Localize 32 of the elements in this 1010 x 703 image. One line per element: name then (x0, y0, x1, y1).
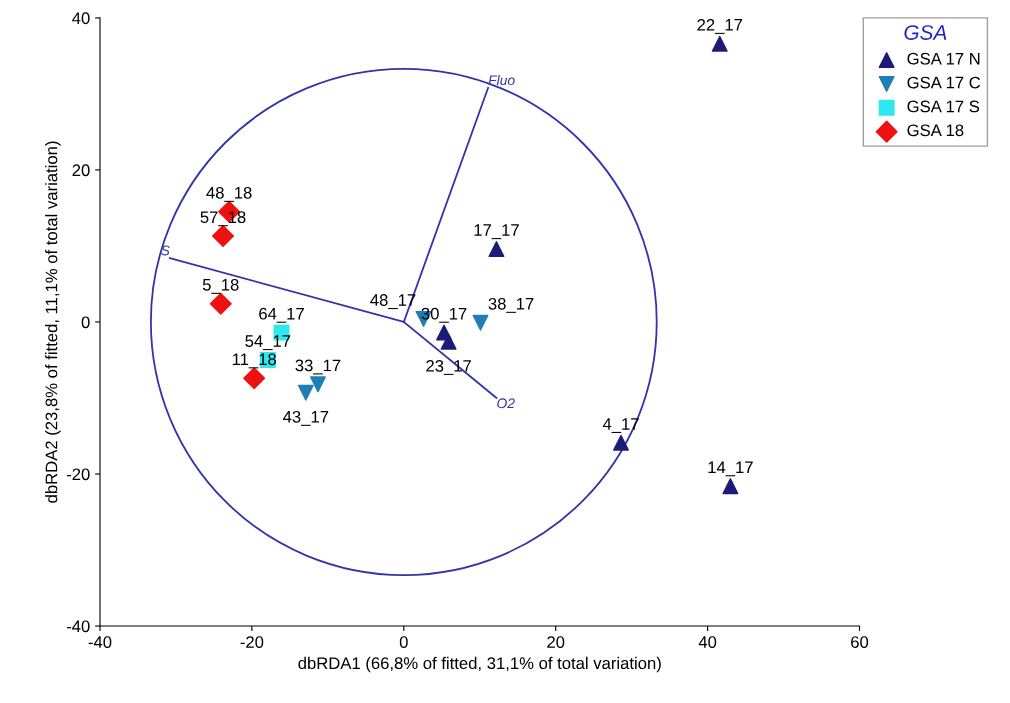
annotation: 17_17 (474, 224, 519, 240)
annotation: 54_17 (245, 335, 291, 351)
legend-label: GSA 17 C (907, 76, 981, 89)
legend-title: GSA (904, 25, 947, 40)
x-tick-label: 0 (399, 636, 408, 648)
y-tick-label: -40 (66, 620, 90, 633)
x-axis-title: dbRDA1 (66,8% of fitted, 31,1% of total variation) (298, 656, 661, 673)
annotation: 48_18 (206, 186, 252, 202)
x-tick-label: 40 (698, 636, 717, 648)
x-tick-label: 20 (547, 636, 565, 648)
annotation: 22_17 (697, 18, 743, 34)
x-tick-label: -40 (88, 636, 112, 648)
legend-label: GSA 17 S (907, 100, 980, 113)
annotation: 57_18 (200, 211, 246, 227)
legend-label: GSA 17 N (907, 52, 980, 65)
series-label: S (160, 245, 170, 256)
y-tick-label: 0 (81, 316, 90, 329)
legend-label: GSA 18 (907, 124, 964, 137)
x-tick-label: 60 (851, 636, 869, 648)
y-axis-title: dbRDA2 (23,8% of fitted, 11,1% of total variation) (45, 141, 61, 503)
annotation: 5_18 (202, 278, 239, 294)
annotation: 43_17 (283, 410, 329, 426)
y-tick-label: -20 (66, 468, 90, 481)
annotation: 33_17 (295, 359, 341, 375)
annotation: 14_17 (708, 461, 753, 477)
series-label: O2 (497, 398, 515, 409)
y-tick-label: 40 (72, 12, 90, 25)
x-tick-label: -20 (240, 636, 264, 648)
annotation: 64_17 (259, 307, 304, 323)
annotation: 38_17 (488, 297, 534, 313)
y-tick-label: 20 (72, 164, 90, 177)
series-label: Fluo (488, 74, 515, 86)
